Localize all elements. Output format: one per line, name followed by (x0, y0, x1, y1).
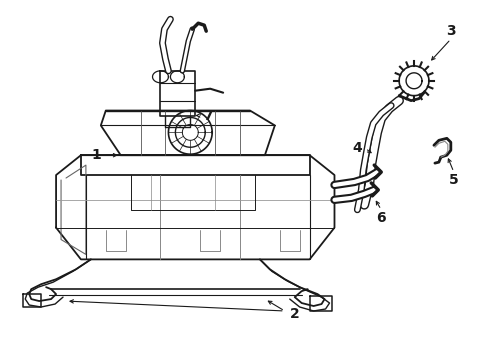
Text: 3: 3 (446, 24, 456, 38)
Text: 1: 1 (91, 148, 101, 162)
Text: 2: 2 (290, 307, 299, 321)
Text: 7: 7 (203, 108, 213, 122)
Text: 6: 6 (376, 211, 386, 225)
Text: 5: 5 (449, 173, 459, 187)
Text: 4: 4 (352, 141, 362, 155)
